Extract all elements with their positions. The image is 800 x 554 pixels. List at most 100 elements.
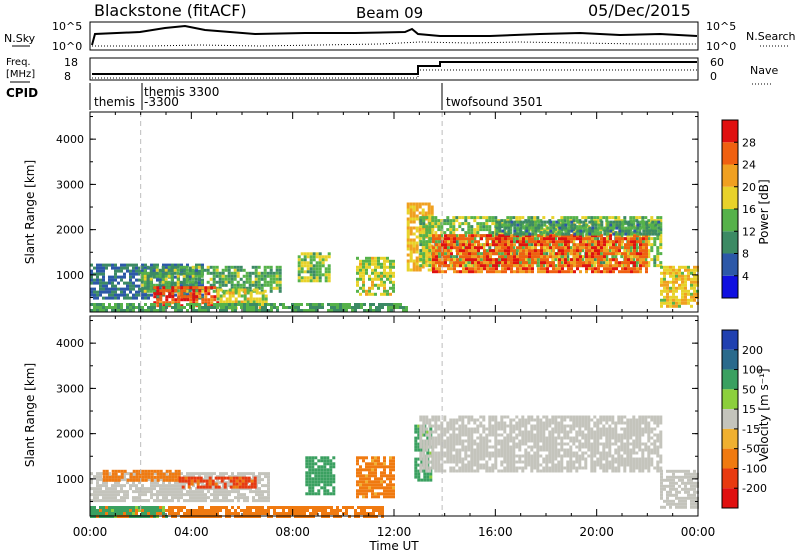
power-cell xyxy=(456,261,459,265)
power-cell xyxy=(267,309,270,312)
power-cell xyxy=(252,297,256,301)
power-cell xyxy=(194,277,198,281)
velocity-cell xyxy=(190,479,194,483)
velocity-cell xyxy=(222,506,225,509)
power-cell xyxy=(476,225,480,229)
power-cell xyxy=(660,298,663,302)
power-cell xyxy=(495,258,498,262)
velocity-cell xyxy=(329,471,333,475)
velocity-cell xyxy=(303,509,306,512)
velocity-cell xyxy=(381,506,384,509)
power-cell xyxy=(93,309,96,312)
velocity-cell xyxy=(117,484,120,488)
power-cell xyxy=(536,216,540,220)
power-cell xyxy=(224,274,228,278)
power-cell xyxy=(555,240,558,244)
power-cell xyxy=(591,229,595,233)
velocity-cell xyxy=(323,492,327,496)
power-cell xyxy=(222,300,226,304)
power-cell xyxy=(167,286,171,290)
power-cell xyxy=(492,258,495,262)
power-cell xyxy=(140,286,144,290)
power-cell xyxy=(383,286,386,290)
power-cell xyxy=(473,231,477,235)
power-cell xyxy=(297,309,300,312)
power-cell xyxy=(392,289,395,293)
power-cell xyxy=(431,225,435,229)
power-cell xyxy=(297,264,301,268)
power-cell xyxy=(519,264,522,268)
velocity-cell xyxy=(279,512,282,515)
power-cell xyxy=(378,303,381,306)
power-cell xyxy=(371,292,374,296)
power-cell xyxy=(447,255,450,259)
power-cell xyxy=(387,306,390,309)
velocity-cell xyxy=(258,509,261,512)
velocity-cell xyxy=(150,484,153,488)
power-cell xyxy=(255,291,259,295)
power-cell xyxy=(653,240,657,244)
velocity-cell xyxy=(267,487,270,491)
power-cell xyxy=(140,283,144,287)
power-cell xyxy=(485,249,489,253)
power-cell xyxy=(534,232,538,236)
power-cell xyxy=(392,259,395,263)
power-cell xyxy=(561,252,564,256)
power-cell xyxy=(297,270,301,274)
velocity-cell xyxy=(267,478,270,482)
velocity-cell xyxy=(165,469,169,473)
power-cell xyxy=(525,220,529,224)
power-cell xyxy=(409,205,413,209)
velocity-cell xyxy=(323,471,327,475)
power-cell xyxy=(174,275,177,279)
power-cell xyxy=(681,286,684,290)
power-cell xyxy=(546,232,550,236)
power-cell xyxy=(377,265,380,269)
velocity-cell xyxy=(207,496,210,500)
power-cell xyxy=(552,240,555,244)
power-cell xyxy=(501,258,504,262)
velocity-cell xyxy=(123,469,127,473)
power-cell xyxy=(143,286,147,290)
power-cell xyxy=(512,240,516,244)
power-cell xyxy=(515,216,519,220)
velocity-cell xyxy=(225,509,228,512)
power-cell xyxy=(693,298,696,302)
power-cell xyxy=(294,306,297,309)
power-cell xyxy=(143,274,147,278)
power-cell xyxy=(182,265,186,269)
power-cell xyxy=(111,293,114,297)
power-cell xyxy=(438,234,441,238)
velocity-cell xyxy=(383,468,386,472)
power-cell xyxy=(531,264,534,268)
power-cell xyxy=(245,274,249,278)
power-cell xyxy=(666,295,669,299)
power-cell xyxy=(663,277,666,281)
velocity-cell xyxy=(219,490,222,494)
power-cell xyxy=(606,234,609,238)
power-cell xyxy=(246,306,249,309)
power-cell xyxy=(504,237,507,241)
power-cell xyxy=(560,255,564,259)
power-region-5 xyxy=(297,252,331,283)
power-cell xyxy=(633,264,636,268)
power-cell xyxy=(114,263,117,267)
power-cell xyxy=(135,296,138,300)
velocity-cell xyxy=(214,482,218,486)
velocity-cell xyxy=(156,499,159,503)
power-cell xyxy=(421,214,425,218)
power-cell xyxy=(465,243,468,247)
power-cell xyxy=(576,232,580,236)
power-cell xyxy=(369,303,372,306)
power-cell xyxy=(576,252,579,256)
velocity-cell xyxy=(207,512,210,515)
power-cell xyxy=(415,214,419,218)
power-cell xyxy=(554,237,558,241)
power-cell xyxy=(201,284,204,288)
power-cell xyxy=(183,295,187,299)
power-cell xyxy=(552,249,555,253)
velocity-cell xyxy=(123,512,126,515)
power-cell xyxy=(681,280,684,284)
power-cell xyxy=(264,309,267,312)
velocity-cell xyxy=(138,490,141,494)
